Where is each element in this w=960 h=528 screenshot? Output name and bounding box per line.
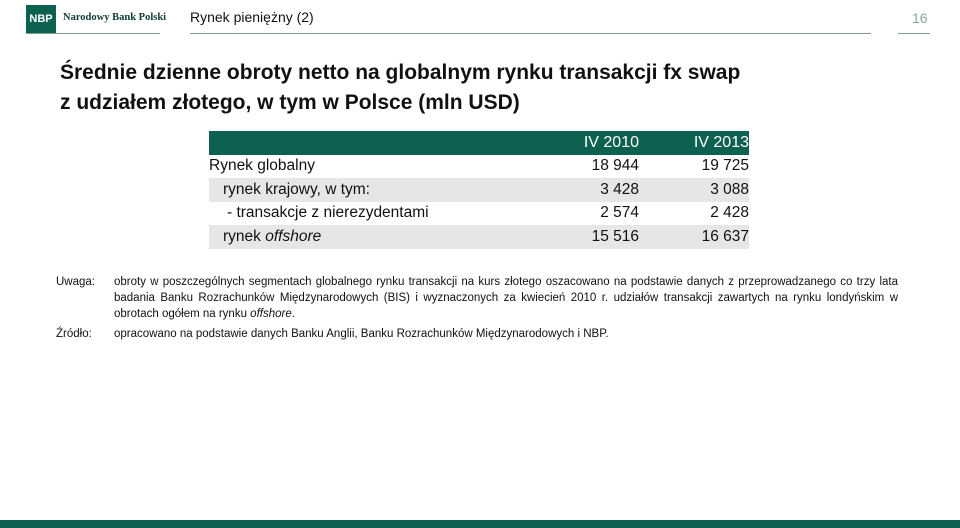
row-label-italic: offshore	[265, 227, 322, 245]
source-text: opracowano na podstawie danych Banku Ang…	[114, 328, 609, 340]
cell-2013: 3 088	[710, 180, 749, 198]
note-text-end: .	[291, 308, 295, 320]
source: Źródło: opracowano na podstawie danych B…	[56, 326, 898, 342]
cell-2010: 2 574	[600, 204, 639, 222]
row-label: rynek offshore	[209, 225, 529, 249]
note-text-main: obroty w poszczególnych segmentach globa…	[114, 276, 898, 320]
cell-2013: 19 725	[701, 157, 749, 175]
cell-2013: 16 637	[701, 227, 749, 245]
page-number: 16	[912, 10, 928, 26]
table-header-row: IV 2010 IV 2013	[209, 131, 749, 155]
note-text: obroty w poszczególnych segmentach globa…	[114, 274, 898, 322]
row-label: Rynek globalny	[209, 157, 315, 175]
cell-2010: 3 428	[600, 180, 639, 198]
row-label: rynek krajowy, w tym:	[223, 180, 370, 198]
page-title-line2: z udziałem złotego, w tym w Polsce (mln …	[60, 91, 520, 114]
cell-2013: 2 428	[710, 204, 749, 222]
table-row: - transakcje z nierezydentami 2 574 2 42…	[209, 202, 749, 226]
cell-2010: 18 944	[591, 157, 639, 175]
source-label: Źródło:	[56, 328, 92, 340]
page-number-divider	[898, 33, 930, 34]
column-header-2013: IV 2013	[693, 133, 749, 151]
table-row: rynek offshore 15 516 16 637	[209, 225, 749, 249]
notes-section: Uwaga: obroty w poszczególnych segmentac…	[56, 274, 898, 342]
note-text-italic: offshore	[250, 308, 292, 320]
logo-divider	[26, 33, 160, 34]
section-title: Rynek pieniężny (2)	[190, 9, 314, 25]
note: Uwaga: obroty w poszczególnych segmentac…	[56, 274, 898, 322]
footer-bar	[0, 520, 960, 528]
table-row: Rynek globalny 18 944 19 725	[209, 155, 749, 179]
bank-name: Narodowy Bank Polski	[63, 12, 167, 23]
cell-2010: 15 516	[591, 227, 639, 245]
row-label: - transakcje z nierezydentami	[227, 204, 429, 222]
nbp-logo: NBP	[26, 5, 56, 33]
note-label: Uwaga:	[56, 276, 95, 288]
turnover-table: IV 2010 IV 2013 Rynek globalny 18 944 19…	[209, 131, 749, 249]
table-row: rynek krajowy, w tym: 3 428 3 088	[209, 178, 749, 202]
page-title: Średnie dzienne obroty netto na globalny…	[60, 58, 740, 118]
page-title-line1: Średnie dzienne obroty netto na globalny…	[60, 61, 741, 84]
header-divider	[190, 33, 871, 34]
column-header-2010: IV 2010	[583, 133, 639, 151]
row-label-prefix: rynek	[223, 227, 266, 245]
